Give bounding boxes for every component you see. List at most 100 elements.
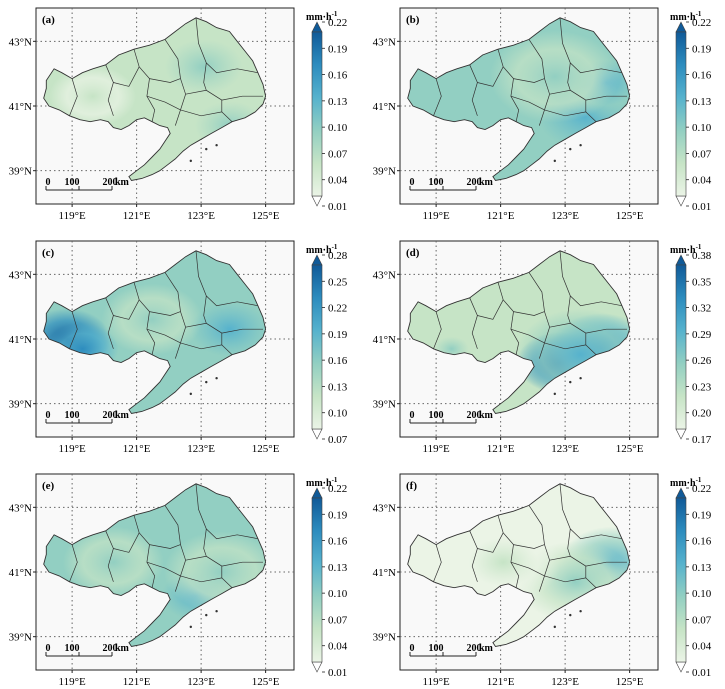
panel-label: (c) — [42, 247, 55, 259]
city-boundary — [513, 78, 545, 83]
island — [189, 392, 192, 396]
lat-tick-label: 43°N — [373, 36, 396, 48]
unit-exponent: -1 — [332, 10, 338, 18]
precip-blob — [62, 526, 164, 598]
colorbar-tick-label: 0.01 — [692, 667, 711, 679]
scale-bar-label: 0 — [46, 643, 51, 654]
city-boundary — [528, 505, 550, 592]
lat-tick-label: 41°N — [9, 567, 32, 579]
map-panel-b: (b) 43°N 41°N 39°N 119°E 121°E 123°E 125°E 0 100 2… — [373, 7, 712, 222]
province-boundary — [43, 17, 267, 181]
island — [189, 159, 192, 163]
unit-exponent: -1 — [332, 243, 338, 251]
colorbar-tick-label: 0.01 — [328, 667, 347, 679]
colorbar-tick-label: 0.10 — [692, 588, 712, 600]
city-boundary — [477, 532, 504, 553]
city-boundary — [203, 528, 207, 557]
colorbar-body — [311, 31, 323, 197]
city-boundary — [105, 297, 114, 349]
colorbar-tick-label: 0.10 — [692, 122, 712, 134]
city-boundary — [544, 109, 597, 122]
city-boundary — [133, 282, 156, 355]
island — [569, 613, 572, 617]
lon-tick-label: 123°E — [551, 443, 579, 455]
lat-tick-label: 41°N — [373, 101, 396, 113]
colorbar-tick-label: 0.07 — [692, 614, 712, 626]
province-boundary — [43, 250, 267, 414]
colorbar-tick-label: 0.04 — [328, 641, 348, 653]
colorbar-tick-label: 0.16 — [328, 536, 348, 548]
colorbar-top-extend — [675, 21, 687, 33]
city-boundary — [567, 528, 571, 557]
city-boundary — [559, 483, 622, 540]
colorbar-tick-label: 0.22 — [328, 17, 347, 29]
city-boundary — [195, 483, 258, 540]
city-boundary — [105, 64, 114, 116]
colorbar-tick-label: 0.19 — [328, 509, 348, 521]
city-boundary — [113, 66, 140, 87]
city-boundary — [195, 17, 258, 74]
city-boundary — [567, 295, 571, 324]
lat-tick-label: 43°N — [373, 502, 396, 514]
colorbar-unit: mm·h-1 — [670, 10, 702, 23]
scale-bar-label: 200 — [103, 643, 118, 654]
lon-tick-label: 125°E — [616, 676, 644, 688]
city-boundary — [513, 311, 545, 316]
city-boundary — [180, 342, 233, 355]
city-boundary — [477, 299, 504, 320]
lon-tick-label: 121°E — [123, 676, 151, 688]
colorbar-tick-label: 0.26 — [692, 355, 712, 367]
lat-tick-label: 39°N — [9, 632, 32, 644]
lon-tick-label: 125°E — [252, 443, 280, 455]
colorbar-tick-label: 0.10 — [328, 122, 348, 134]
lon-tick-label: 119°E — [59, 443, 86, 455]
lon-tick-label: 123°E — [187, 676, 215, 688]
unit-base: mm·h — [306, 245, 332, 256]
scale-bar-unit: km — [479, 643, 494, 654]
lat-tick-label: 41°N — [9, 334, 32, 346]
unit-base: mm·h — [670, 478, 696, 489]
province-boundary — [43, 483, 267, 647]
colorbar-tick-label: 0.07 — [328, 434, 348, 446]
lon-tick-label: 121°E — [123, 210, 151, 222]
city-boundary — [180, 575, 233, 588]
city-boundary — [164, 272, 186, 359]
city-boundary — [146, 95, 181, 111]
colorbar-tick-label: 0.04 — [692, 175, 712, 187]
scale-bar-unit: km — [115, 643, 130, 654]
lat-tick-label: 39°N — [373, 632, 396, 644]
colorbar: mm·h-10.22 0.19 0.16 0.13 0.10 0.07 0.04 0.01 — [670, 476, 712, 679]
lat-tick-label: 41°N — [373, 334, 396, 346]
colorbar-unit: mm·h-1 — [670, 476, 702, 489]
city-boundary — [559, 17, 622, 74]
scale-bar-unit: km — [479, 410, 494, 421]
colorbar-body — [311, 497, 323, 663]
city-boundary — [497, 49, 520, 122]
lon-tick-label: 121°E — [487, 210, 515, 222]
scale-bar-label: 200 — [103, 177, 118, 188]
island — [189, 625, 192, 629]
colorbar-top-extend — [675, 487, 687, 499]
island — [579, 144, 582, 147]
city-boundary — [113, 532, 140, 553]
colorbar-bottom-extend — [311, 661, 323, 673]
lon-tick-label: 125°E — [616, 443, 644, 455]
scale-bar-label: 100 — [65, 410, 80, 421]
city-boundary — [164, 505, 186, 592]
city-boundary — [146, 328, 181, 344]
colorbar-tick-label: 0.22 — [692, 483, 711, 495]
colorbar-body — [311, 264, 323, 430]
colorbar-tick-label: 0.16 — [692, 536, 712, 548]
colorbar-unit: mm·h-1 — [306, 476, 338, 489]
colorbar-tick-label: 0.13 — [328, 562, 348, 574]
city-boundary — [133, 515, 156, 588]
colorbar: mm·h-10.38 0.35 0.32 0.29 0.26 0.23 0.20 0.17 — [670, 243, 712, 446]
unit-base: mm·h — [670, 245, 696, 256]
colorbar-tick-label: 0.20 — [692, 408, 712, 420]
scale-bar-label: 200 — [467, 177, 482, 188]
island — [215, 377, 218, 380]
colorbar-tick-label: 0.22 — [692, 17, 711, 29]
